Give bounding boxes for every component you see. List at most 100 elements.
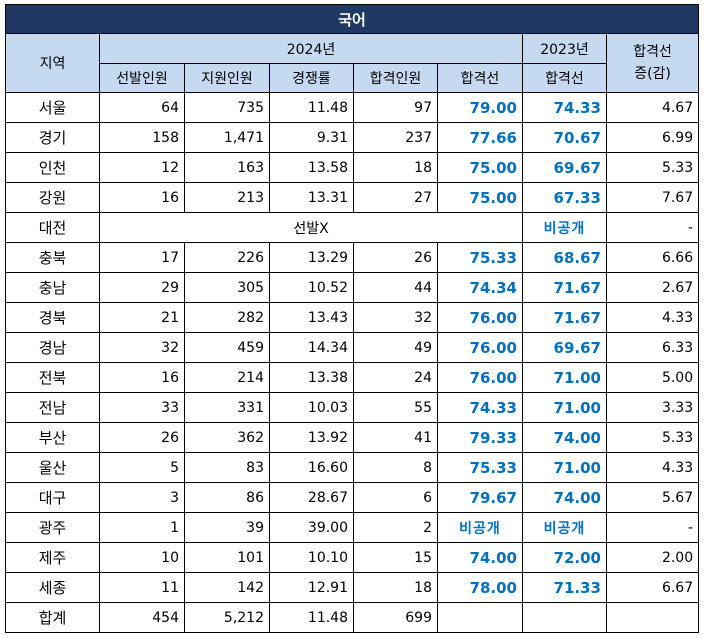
passed-cell: 699 (353, 602, 438, 633)
change-cell: 3.33 (605, 392, 700, 423)
ratio-cell: 16.60 (269, 452, 354, 483)
passed-cell: 18 (353, 572, 438, 603)
change-cell: 5.67 (605, 482, 700, 513)
region-cell: 제주 (5, 542, 100, 573)
applicants-cell: 282 (184, 302, 270, 333)
ratio-cell: 13.58 (269, 152, 354, 183)
region-cell: 인천 (5, 152, 100, 183)
cutoff-2024-cell: 76.00 (437, 302, 523, 333)
region-cell: 부산 (5, 422, 100, 453)
cutoff-2024-cell: 76.00 (437, 332, 523, 363)
passed-cell: 15 (353, 542, 438, 573)
ratio-cell: 13.43 (269, 302, 354, 333)
header-passed: 합격인원 (353, 63, 438, 93)
cutoff-2024-cell: 75.33 (437, 452, 523, 483)
region-cell: 전북 (5, 362, 100, 393)
cutoff-2024-cell: 74.33 (437, 392, 523, 423)
korean-results-table: 국어 지역 2024년 2023년 합격선 증(감) 선발인원 지원인원 경쟁률… (4, 4, 700, 633)
applicants-cell: 226 (184, 242, 270, 273)
selected-cell: 29 (99, 272, 185, 303)
ratio-cell: 11.48 (269, 602, 354, 633)
selected-cell: 32 (99, 332, 185, 363)
change-cell: 4.33 (605, 302, 700, 333)
ratio-cell: 11.48 (269, 92, 354, 123)
selected-cell: 1 (99, 512, 185, 543)
cutoff-2024-cell: 비공개 (437, 512, 523, 543)
table-row: 경남 32 459 14.34 49 76.00 69.67 6.33 (5, 332, 700, 363)
ratio-cell: 28.67 (269, 482, 354, 513)
no-selection-cell: 선발X (99, 212, 523, 243)
ratio-cell: 10.03 (269, 392, 354, 423)
applicants-cell: 735 (184, 92, 270, 123)
change-cell: 6.66 (605, 242, 700, 273)
ratio-cell: 10.52 (269, 272, 354, 303)
applicants-cell: 214 (184, 362, 270, 393)
region-cell: 합계 (5, 602, 100, 633)
passed-cell: 32 (353, 302, 438, 333)
applicants-cell: 5,212 (184, 602, 270, 633)
region-cell: 전남 (5, 392, 100, 423)
change-cell: - (605, 512, 700, 543)
region-cell: 서울 (5, 92, 100, 123)
change-cell: 6.33 (605, 332, 700, 363)
passed-cell: 237 (353, 122, 438, 153)
region-cell: 광주 (5, 512, 100, 543)
table-row: 대전 선발X 비공개 - (5, 212, 700, 243)
header-region: 지역 (5, 33, 100, 93)
selected-cell: 10 (99, 542, 185, 573)
passed-cell: 26 (353, 242, 438, 273)
change-cell: 4.67 (605, 92, 700, 123)
ratio-cell: 13.92 (269, 422, 354, 453)
cutoff-2024-cell: 75.00 (437, 182, 523, 213)
change-cell: - (605, 212, 700, 243)
table-row: 충북 17 226 13.29 26 75.33 68.67 6.66 (5, 242, 700, 273)
header-applicants: 지원인원 (184, 63, 270, 93)
change-cell (605, 602, 700, 633)
table-row: 합계 454 5,212 11.48 699 (5, 602, 700, 633)
change-cell: 5.33 (605, 152, 700, 183)
cutoff-2023-cell: 70.67 (522, 122, 607, 153)
cutoff-2024-cell: 77.66 (437, 122, 523, 153)
cutoff-2024-cell: 76.00 (437, 362, 523, 393)
table-row: 인천 12 163 13.58 18 75.00 69.67 5.33 (5, 152, 700, 183)
ratio-cell: 39.00 (269, 512, 354, 543)
passed-cell: 24 (353, 362, 438, 393)
table-row: 충남 29 305 10.52 44 74.34 71.67 2.67 (5, 272, 700, 303)
ratio-cell: 12.91 (269, 572, 354, 603)
header-cutoff-2023: 합격선 (522, 63, 607, 93)
cutoff-2023-cell: 71.67 (522, 272, 607, 303)
header-cutoff-2024: 합격선 (437, 63, 523, 93)
applicants-cell: 101 (184, 542, 270, 573)
table-row: 강원 16 213 13.31 27 75.00 67.33 7.67 (5, 182, 700, 213)
applicants-cell: 83 (184, 452, 270, 483)
cutoff-2023-cell: 71.67 (522, 302, 607, 333)
change-cell: 7.67 (605, 182, 700, 213)
passed-cell: 8 (353, 452, 438, 483)
table-row: 울산 5 83 16.60 8 75.33 71.00 4.33 (5, 452, 700, 483)
table-body: 서울 64 735 11.48 97 79.00 74.33 4.67 경기 158 1,471 9.… (5, 92, 700, 633)
table-row: 경북 21 282 13.43 32 76.00 71.67 4.33 (5, 302, 700, 333)
header-selected: 선발인원 (99, 63, 185, 93)
passed-cell: 49 (353, 332, 438, 363)
cutoff-2023-cell (522, 602, 607, 633)
applicants-cell: 459 (184, 332, 270, 363)
selected-cell: 12 (99, 152, 185, 183)
selected-cell: 21 (99, 302, 185, 333)
table-row: 광주 1 39 39.00 2 비공개 비공개 - (5, 512, 700, 543)
table-row: 전남 33 331 10.03 55 74.33 71.00 3.33 (5, 392, 700, 423)
table-row: 서울 64 735 11.48 97 79.00 74.33 4.67 (5, 92, 700, 123)
header-2024: 2024년 (99, 33, 523, 64)
region-cell: 경북 (5, 302, 100, 333)
applicants-cell: 39 (184, 512, 270, 543)
applicants-cell: 362 (184, 422, 270, 453)
applicants-cell: 1,471 (184, 122, 270, 153)
cutoff-2023-cell: 72.00 (522, 542, 607, 573)
cutoff-2024-cell: 75.33 (437, 242, 523, 273)
table-row: 대구 3 86 28.67 6 79.67 74.00 5.67 (5, 482, 700, 513)
ratio-cell: 10.10 (269, 542, 354, 573)
change-cell: 5.33 (605, 422, 700, 453)
cutoff-2024-cell: 79.33 (437, 422, 523, 453)
change-cell: 6.99 (605, 122, 700, 153)
selected-cell: 11 (99, 572, 185, 603)
passed-cell: 6 (353, 482, 438, 513)
